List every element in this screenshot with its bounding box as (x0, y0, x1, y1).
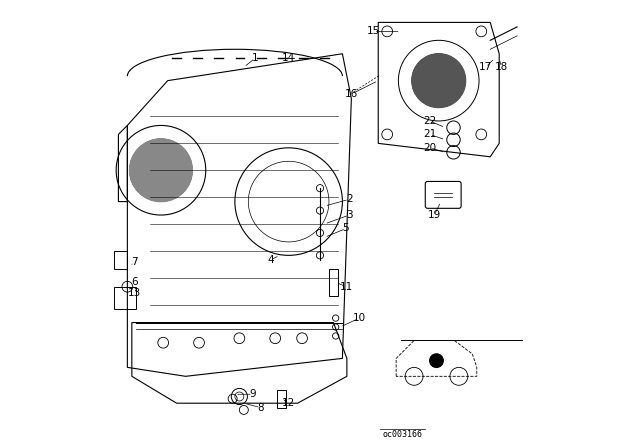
Text: 4: 4 (268, 255, 274, 265)
Text: 7: 7 (131, 257, 138, 267)
Text: 17: 17 (479, 62, 492, 72)
Text: 21: 21 (423, 129, 436, 139)
Text: 13: 13 (127, 289, 141, 298)
Text: 12: 12 (282, 398, 295, 408)
Text: 3: 3 (346, 210, 353, 220)
Circle shape (430, 354, 444, 367)
Text: 6: 6 (131, 277, 138, 287)
Text: 10: 10 (353, 313, 366, 323)
Bar (114, 287, 136, 309)
Bar (114, 251, 127, 269)
Text: 14: 14 (282, 53, 295, 63)
Text: 1: 1 (252, 53, 259, 63)
Text: 8: 8 (257, 403, 264, 413)
Text: 20: 20 (423, 143, 436, 153)
Text: 2: 2 (346, 194, 353, 204)
Wedge shape (412, 54, 466, 108)
Text: 5: 5 (342, 224, 349, 233)
Text: 15: 15 (367, 26, 380, 36)
Text: 22: 22 (423, 116, 436, 126)
Wedge shape (130, 139, 192, 202)
Text: 16: 16 (345, 89, 358, 99)
Text: 18: 18 (495, 62, 508, 72)
Text: 9: 9 (250, 389, 256, 399)
Text: 19: 19 (428, 210, 441, 220)
Text: 11: 11 (339, 282, 353, 292)
Text: oc003166: oc003166 (383, 430, 423, 439)
